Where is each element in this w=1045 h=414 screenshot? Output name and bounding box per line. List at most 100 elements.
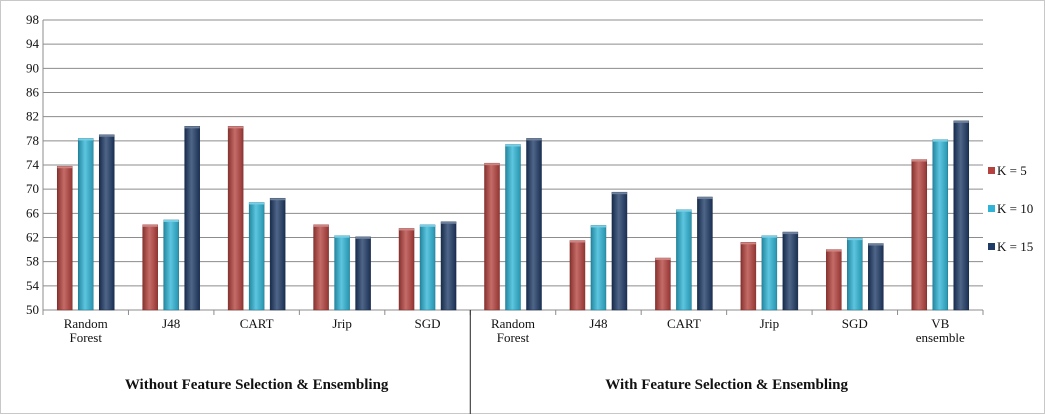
bar-top-highlight [655, 258, 671, 261]
bar-top-highlight [163, 219, 179, 222]
x-tick-label: VB ensemble [916, 316, 965, 345]
x-tick-label: Random Forest [64, 316, 108, 345]
bar-top-highlight [420, 224, 436, 227]
bar-top-highlight [334, 235, 350, 238]
bar-top-highlight [249, 202, 265, 205]
bar: K = 5: 73.8 [56, 165, 73, 311]
bar: K = 15: 64.6 [440, 221, 457, 311]
y-tick-label: 74 [26, 157, 40, 172]
bar-top-highlight [184, 126, 200, 129]
group-label: With Feature Selection & Ensembling [605, 377, 848, 393]
bar-top-highlight [590, 225, 606, 228]
y-tick-label: 70 [26, 181, 39, 196]
bar-top-highlight [740, 242, 756, 245]
bar: K = 10: 78.2 [932, 139, 949, 311]
bar-top-highlight [932, 139, 948, 142]
bar-top-highlight [868, 243, 884, 246]
bar: K = 15: 78.4 [526, 138, 542, 311]
bar: K = 5: 74.3 [484, 162, 500, 311]
bar-top-highlight [355, 236, 371, 239]
x-tick-label: SGD [415, 316, 441, 331]
y-tick-label: 62 [26, 230, 39, 245]
bar: K = 5: 61.2 [740, 242, 757, 311]
bar: K = 10: 64.9 [163, 219, 179, 311]
group-label: Without Feature Selection & Ensembling [125, 377, 389, 393]
x-tick-label: CART [667, 316, 701, 331]
bar-top-highlight [676, 209, 692, 212]
bar-top-highlight [399, 228, 415, 231]
bar-top-highlight [441, 221, 457, 224]
bar: K = 15: 69.5 [611, 191, 628, 311]
bar: K = 5: 58.6 [655, 257, 671, 311]
y-tick-label: 50 [26, 302, 39, 317]
bar-top-highlight [761, 235, 777, 238]
legend-label: K = 15 [997, 239, 1033, 254]
y-tick-label: 94 [26, 36, 40, 51]
bar-top-highlight [847, 238, 863, 241]
bar: K = 10: 77.4 [505, 144, 521, 311]
bar-top-highlight [270, 198, 286, 201]
bar: K = 5: 60 [826, 249, 842, 311]
bar: K = 15: 68.5 [269, 197, 286, 311]
y-tick-label: 58 [26, 254, 39, 269]
legend-swatch [988, 167, 995, 174]
legend-label: K = 10 [997, 201, 1033, 216]
bar-top-highlight [313, 224, 329, 227]
bar: K = 10: 67.8 [248, 202, 265, 311]
bar: K = 5: 64.1 [313, 224, 329, 311]
bar: K = 10: 78.4 [77, 138, 94, 311]
legend-swatch [988, 243, 995, 250]
bar: K = 5: 64.1 [142, 224, 158, 311]
bar: K = 15: 68.7 [697, 196, 713, 311]
y-tick-label: 86 [26, 85, 40, 100]
y-tick-label: 66 [26, 205, 40, 220]
y-tick-label: 78 [26, 133, 39, 148]
bar-top-highlight [826, 249, 842, 252]
bar: K = 10: 66.6 [676, 209, 692, 311]
bar: K = 15: 80.4 [184, 126, 200, 311]
bar: K = 15: 62.9 [782, 231, 799, 311]
y-tick-label: 98 [26, 12, 39, 27]
legend-label: K = 5 [997, 163, 1027, 178]
x-tick-label: SGD [842, 316, 868, 331]
bar: K = 15: 81.3 [953, 120, 970, 311]
bar-top-highlight [953, 120, 969, 123]
bar-top-highlight [569, 240, 585, 243]
legend-swatch [988, 205, 995, 212]
x-tick-label: Jrip [760, 316, 780, 331]
bar-top-highlight [228, 126, 244, 129]
bar: K = 15: 61 [868, 243, 884, 311]
bar-top-highlight [484, 163, 500, 166]
x-tick-label: J48 [589, 316, 607, 331]
x-tick-label: CART [240, 316, 274, 331]
bar-top-highlight [526, 138, 542, 141]
bar: K = 5: 61.5 [569, 240, 586, 311]
bar: K = 5: 63.5 [398, 228, 415, 311]
bar: K = 10: 62.3 [761, 235, 778, 311]
bar-top-highlight [697, 197, 713, 200]
bar: K = 5: 80.4 [227, 126, 244, 311]
bar-top-highlight [142, 224, 158, 227]
bar: K = 10: 62.3 [334, 235, 350, 311]
bar-top-highlight [78, 138, 94, 141]
bar: K = 10: 64 [590, 225, 607, 311]
bar-top-highlight [57, 166, 73, 169]
bar: K = 5: 74.9 [911, 159, 928, 311]
bar: K = 15: 79 [98, 134, 115, 311]
x-tick-label: Jrip [332, 316, 352, 331]
bar-top-highlight [782, 232, 798, 235]
x-tick-label: Random Forest [491, 316, 535, 345]
bar: K = 15: 62.1 [355, 236, 371, 311]
bar-top-highlight [99, 134, 115, 137]
bar: K = 10: 64.1 [419, 224, 436, 311]
bar-top-highlight [611, 192, 627, 195]
y-tick-label: 54 [26, 278, 40, 293]
bar: K = 10: 61.9 [847, 237, 863, 311]
bar-top-highlight [911, 159, 927, 162]
bar-top-highlight [505, 144, 521, 147]
x-tick-label: J48 [162, 316, 180, 331]
y-tick-label: 90 [26, 60, 39, 75]
y-tick-label: 82 [26, 109, 39, 124]
